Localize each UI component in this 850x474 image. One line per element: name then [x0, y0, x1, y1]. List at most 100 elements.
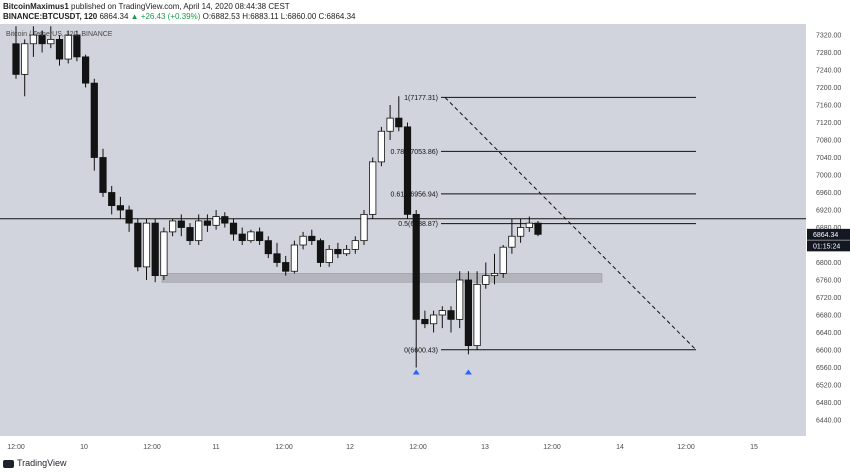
candle[interactable]	[99, 148, 107, 197]
candle[interactable]	[525, 216, 533, 232]
price-tick-label: 7120.00	[816, 120, 841, 127]
candle[interactable]	[125, 205, 133, 232]
bearish-candle-body	[264, 240, 272, 255]
bullish-candle-body	[325, 248, 333, 263]
candle[interactable]	[90, 78, 98, 171]
candle[interactable]	[177, 214, 185, 237]
candle[interactable]	[429, 310, 438, 333]
candle[interactable]	[255, 227, 264, 246]
candle[interactable]	[490, 253, 499, 285]
candle[interactable]	[517, 218, 525, 243]
candle[interactable]	[38, 30, 46, 53]
bullish-candle-body	[438, 310, 446, 316]
chart-area[interactable]: 1(7177.31)0.786(7053.86)0.618(6956.94)0.…	[0, 24, 850, 474]
candle[interactable]	[12, 26, 20, 79]
candle[interactable]	[212, 210, 220, 230]
bullish-candle-body	[247, 231, 255, 242]
candle[interactable]	[282, 255, 290, 276]
time-tick-label: 12:00	[409, 444, 427, 451]
candle[interactable]	[299, 231, 307, 250]
candle[interactable]	[386, 105, 394, 140]
candle[interactable]	[290, 240, 299, 274]
plot-background[interactable]	[0, 24, 806, 436]
bearish-candle-body	[108, 192, 116, 207]
time-scale[interactable]	[0, 436, 806, 458]
bullish-candle-body	[64, 34, 72, 60]
candle[interactable]	[403, 122, 412, 219]
candle[interactable]	[82, 54, 90, 88]
candle[interactable]	[342, 245, 351, 256]
candle[interactable]	[421, 310, 429, 329]
dashed-trend-line[interactable]	[444, 97, 697, 351]
candle[interactable]	[360, 210, 368, 245]
series-legend[interactable]: Bitcoin / TetherUS, 120, BINANCE	[6, 31, 113, 38]
candle[interactable]	[369, 157, 377, 219]
candle[interactable]	[351, 236, 359, 254]
bullish-candle-body	[369, 161, 377, 215]
candle[interactable]	[464, 271, 473, 355]
candle[interactable]	[238, 227, 246, 246]
time-tick-label: 13	[481, 444, 489, 451]
candle[interactable]	[73, 30, 81, 62]
candle[interactable]	[116, 196, 124, 219]
candle[interactable]	[412, 210, 420, 368]
candle[interactable]	[168, 218, 177, 237]
bearish-candle-body	[203, 220, 211, 226]
candle[interactable]	[534, 220, 542, 237]
price-chart[interactable]: 1(7177.31)0.786(7053.86)0.618(6956.94)0.…	[0, 24, 850, 474]
bearish-candle-body	[229, 222, 238, 235]
bullish-candle-body	[299, 235, 307, 246]
candle[interactable]	[264, 236, 272, 259]
candle[interactable]	[160, 227, 168, 281]
candle[interactable]	[134, 218, 142, 272]
bullish-candle-body	[195, 220, 203, 242]
time-tick-label: 12:00	[677, 444, 695, 451]
price-tick-label: 7040.00	[816, 155, 841, 162]
bullish-candle-body	[473, 283, 481, 347]
candle[interactable]	[499, 245, 507, 278]
candle[interactable]	[203, 214, 211, 232]
candle[interactable]	[473, 271, 481, 350]
price-tick-label: 6920.00	[816, 208, 841, 215]
candle[interactable]	[229, 218, 238, 241]
candle[interactable]	[55, 35, 64, 66]
bearish-candle-body	[238, 233, 246, 242]
candle[interactable]	[334, 242, 342, 259]
price-tick-label: 7320.00	[816, 33, 841, 40]
candle[interactable]	[21, 39, 29, 97]
tradingview-logo[interactable]: TradingView	[3, 458, 67, 468]
candle[interactable]	[142, 218, 151, 280]
candle[interactable]	[151, 218, 159, 283]
candle[interactable]	[325, 245, 333, 267]
candle[interactable]	[395, 96, 403, 132]
chart-header: BitcoinMaximus1 published on TradingView…	[0, 0, 850, 24]
bearish-candle-body	[125, 209, 133, 224]
time-tick-label: 15	[750, 444, 758, 451]
author-name[interactable]: BitcoinMaximus1	[3, 2, 69, 11]
candle[interactable]	[29, 26, 38, 57]
candle[interactable]	[438, 306, 446, 329]
candle[interactable]	[273, 242, 281, 267]
bearish-candle-body	[99, 157, 107, 193]
fib-level-label: 0.618(6956.94)	[391, 191, 438, 198]
candle[interactable]	[377, 126, 386, 167]
candle[interactable]	[64, 30, 72, 64]
price-tick-label: 6960.00	[816, 190, 841, 197]
candle[interactable]	[316, 238, 325, 267]
price-tick-label: 6760.00	[816, 278, 841, 285]
candle[interactable]	[308, 229, 316, 245]
candle[interactable]	[482, 262, 490, 289]
candle[interactable]	[195, 214, 203, 245]
candle[interactable]	[108, 185, 116, 215]
bullish-candle-body	[482, 275, 490, 285]
candle[interactable]	[247, 229, 255, 243]
candle[interactable]	[221, 212, 229, 228]
support-zone[interactable]	[161, 273, 603, 283]
candle[interactable]	[186, 223, 194, 245]
bullish-candle-body	[342, 248, 351, 255]
candle[interactable]	[508, 218, 516, 254]
candle[interactable]	[47, 26, 55, 49]
symbol-name: BINANCE:BTCUSDT, 120	[3, 12, 98, 21]
candle[interactable]	[456, 271, 464, 329]
candle[interactable]	[447, 306, 455, 333]
